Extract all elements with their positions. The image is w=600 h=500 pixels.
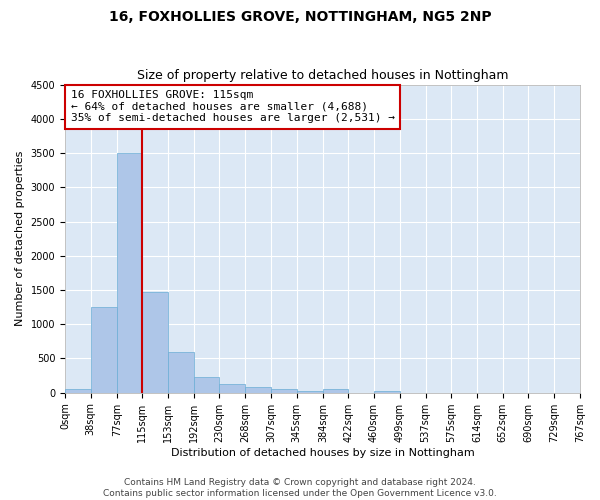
Y-axis label: Number of detached properties: Number of detached properties [15,151,25,326]
Bar [374,390,400,392]
Bar [323,390,349,392]
Bar [65,390,91,392]
Bar [220,384,245,392]
Text: 16 FOXHOLLIES GROVE: 115sqm
← 64% of detached houses are smaller (4,688)
35% of : 16 FOXHOLLIES GROVE: 115sqm ← 64% of det… [71,90,395,124]
Bar [91,307,117,392]
Bar [194,377,220,392]
Title: Size of property relative to detached houses in Nottingham: Size of property relative to detached ho… [137,69,508,82]
Bar [117,153,142,392]
Bar [245,387,271,392]
X-axis label: Distribution of detached houses by size in Nottingham: Distribution of detached houses by size … [170,448,475,458]
Text: Contains HM Land Registry data © Crown copyright and database right 2024.
Contai: Contains HM Land Registry data © Crown c… [103,478,497,498]
Bar [271,390,296,392]
Text: 16, FOXHOLLIES GROVE, NOTTINGHAM, NG5 2NP: 16, FOXHOLLIES GROVE, NOTTINGHAM, NG5 2N… [109,10,491,24]
Bar [168,352,194,393]
Bar [142,292,168,392]
